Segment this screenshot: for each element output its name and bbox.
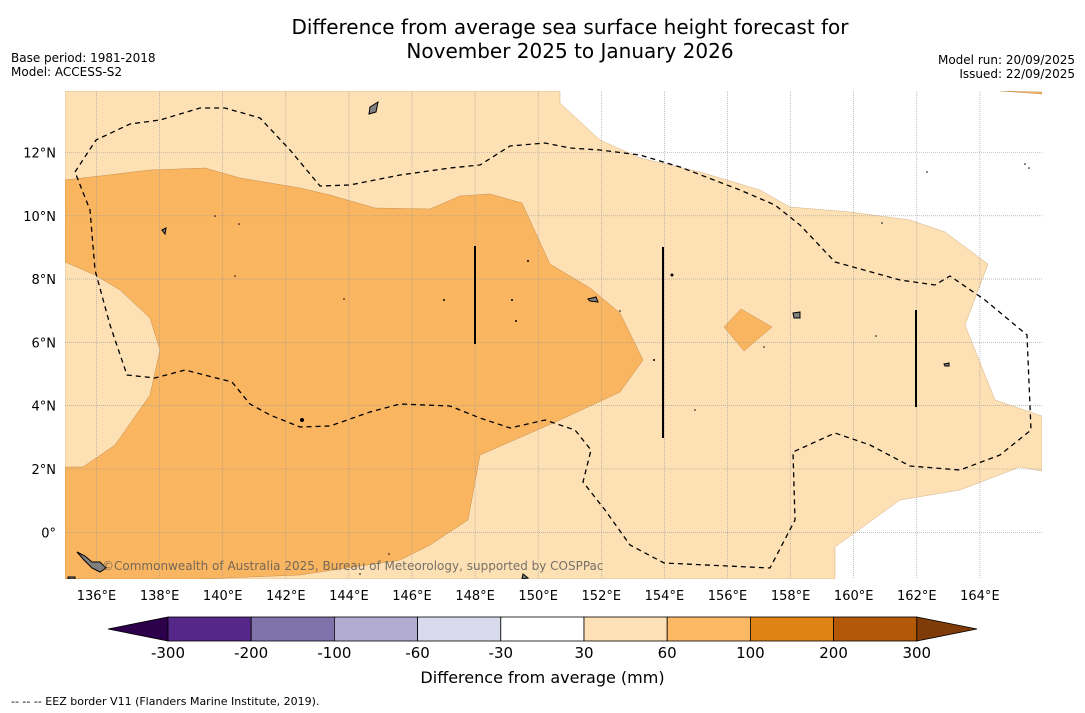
islands: [67, 100, 950, 579]
x-tick-label: 146°E: [392, 589, 432, 604]
chart-title: Difference from average sea surface heig…: [0, 15, 1085, 63]
x-tick-label: 160°E: [834, 589, 874, 604]
colorbar-label: 300: [902, 644, 931, 662]
model-name: Model: ACCESS-S2: [11, 65, 123, 79]
colorbar-segment: [583, 616, 668, 642]
meta-right: Model run: 20/09/2025 Issued: 22/09/2025: [938, 53, 1075, 81]
atoll: [653, 359, 655, 361]
meta-left: Base period: 1981-2018 Model: ACCESS-S2: [11, 51, 156, 79]
x-axis-labels: 136°E 138°E 140°E 142°E 144°E 146°E 148°E 150°E…: [77, 589, 1000, 604]
atoll: [515, 320, 517, 322]
colorbar-segment: [250, 616, 335, 642]
atoll: [359, 573, 361, 575]
atoll: [527, 260, 529, 262]
colorbar-arrow-right: [916, 616, 978, 642]
atoll: [238, 223, 240, 225]
island-small-south: [521, 573, 530, 579]
atoll: [511, 299, 513, 301]
colorbar-label: 100: [736, 644, 765, 662]
title-line-1: Difference from average sea surface heig…: [291, 15, 849, 39]
y-tick-label: 12°N: [23, 147, 56, 162]
island-guam: [368, 100, 379, 115]
issued-date: Issued: 22/09/2025: [959, 67, 1075, 81]
colorbar-segment: [333, 616, 418, 642]
atoll: [670, 273, 674, 277]
atoll: [1028, 167, 1030, 169]
island-south-left: [67, 576, 76, 579]
x-tick-label: 144°E: [329, 589, 369, 604]
y-tick-label: 0°: [41, 526, 56, 541]
copyright-notice: ©Commonwealth of Australia 2025, Bureau …: [102, 559, 604, 573]
colorbar-label: -100: [317, 644, 351, 662]
eez-border: [74, 107, 1032, 569]
x-tick-label: 138°E: [140, 589, 180, 604]
island-new-guinea-coast: [76, 551, 107, 573]
island-yap: [161, 227, 167, 236]
atoll: [388, 553, 390, 555]
x-tick-label: 158°E: [771, 589, 811, 604]
atoll: [1024, 163, 1026, 165]
atoll: [300, 418, 304, 422]
colorbar-segment: [666, 616, 751, 642]
anomaly-diamond: [723, 308, 773, 352]
atoll: [619, 310, 621, 312]
colorbar-segment: [500, 616, 585, 642]
colorbar-segment: [167, 616, 252, 642]
colorbar-label: 200: [819, 644, 848, 662]
x-tick-label: 136°E: [77, 589, 117, 604]
y-tick-label: 4°N: [32, 400, 57, 415]
atoll: [881, 222, 883, 224]
x-tick-label: 152°E: [582, 589, 622, 604]
y-axis-labels: 12°N 10°N 8°N 6°N 4°N 2°N 0°: [23, 147, 56, 542]
atoll: [214, 215, 216, 217]
x-tick-label: 154°E: [645, 589, 685, 604]
colorbar-label: 30: [574, 644, 593, 662]
colorbar-segment: [417, 616, 502, 642]
colorbar-label: -200: [234, 644, 268, 662]
anomaly-sliver-top-right: [999, 91, 1042, 95]
island-kosrae: [943, 362, 950, 367]
island-pohnpei: [792, 311, 801, 319]
y-tick-label: 2°N: [32, 463, 57, 478]
atoll: [694, 409, 696, 411]
y-tick-label: 8°N: [32, 273, 57, 288]
atoll: [234, 275, 236, 277]
x-tick-label: 148°E: [455, 589, 495, 604]
island-chuuk: [587, 296, 599, 303]
title-line-2: November 2025 to January 2026: [406, 39, 734, 63]
atoll: [875, 335, 877, 337]
x-tick-label: 140°E: [203, 589, 243, 604]
atolls: [214, 163, 1030, 575]
colorbar-arrow-left: [107, 616, 169, 642]
colorbar: -300 -200 -100 -60 -30 30 60 100 200 300: [107, 616, 978, 662]
y-tick-label: 6°N: [32, 336, 57, 351]
atoll: [926, 171, 928, 173]
map-canvas: ©Commonwealth of Australia 2025, Bureau …: [65, 91, 1042, 579]
colorbar-segment: [833, 616, 918, 642]
colorbar-title: Difference from average (mm): [420, 668, 665, 687]
anomaly-band-60-100: [65, 167, 644, 579]
x-tick-label: 150°E: [518, 589, 558, 604]
x-tick-label: 162°E: [897, 589, 937, 604]
atoll: [763, 346, 765, 348]
x-tick-label: 142°E: [266, 589, 306, 604]
x-tick-label: 164°E: [960, 589, 1000, 604]
base-period: Base period: 1981-2018: [11, 51, 156, 65]
colorbar-label: -30: [489, 644, 514, 662]
atoll: [343, 298, 345, 300]
eez-footnote: -- -- -- EEZ border V11 (Flanders Marine…: [11, 695, 320, 708]
colorbar-label: 60: [658, 644, 677, 662]
x-tick-label: 156°E: [708, 589, 748, 604]
colorbar-label: -60: [405, 644, 430, 662]
y-tick-label: 10°N: [23, 210, 56, 225]
atoll: [443, 299, 445, 301]
model-run: Model run: 20/09/2025: [937, 53, 1075, 67]
colorbar-label: -300: [151, 644, 185, 662]
colorbar-segment: [750, 616, 835, 642]
